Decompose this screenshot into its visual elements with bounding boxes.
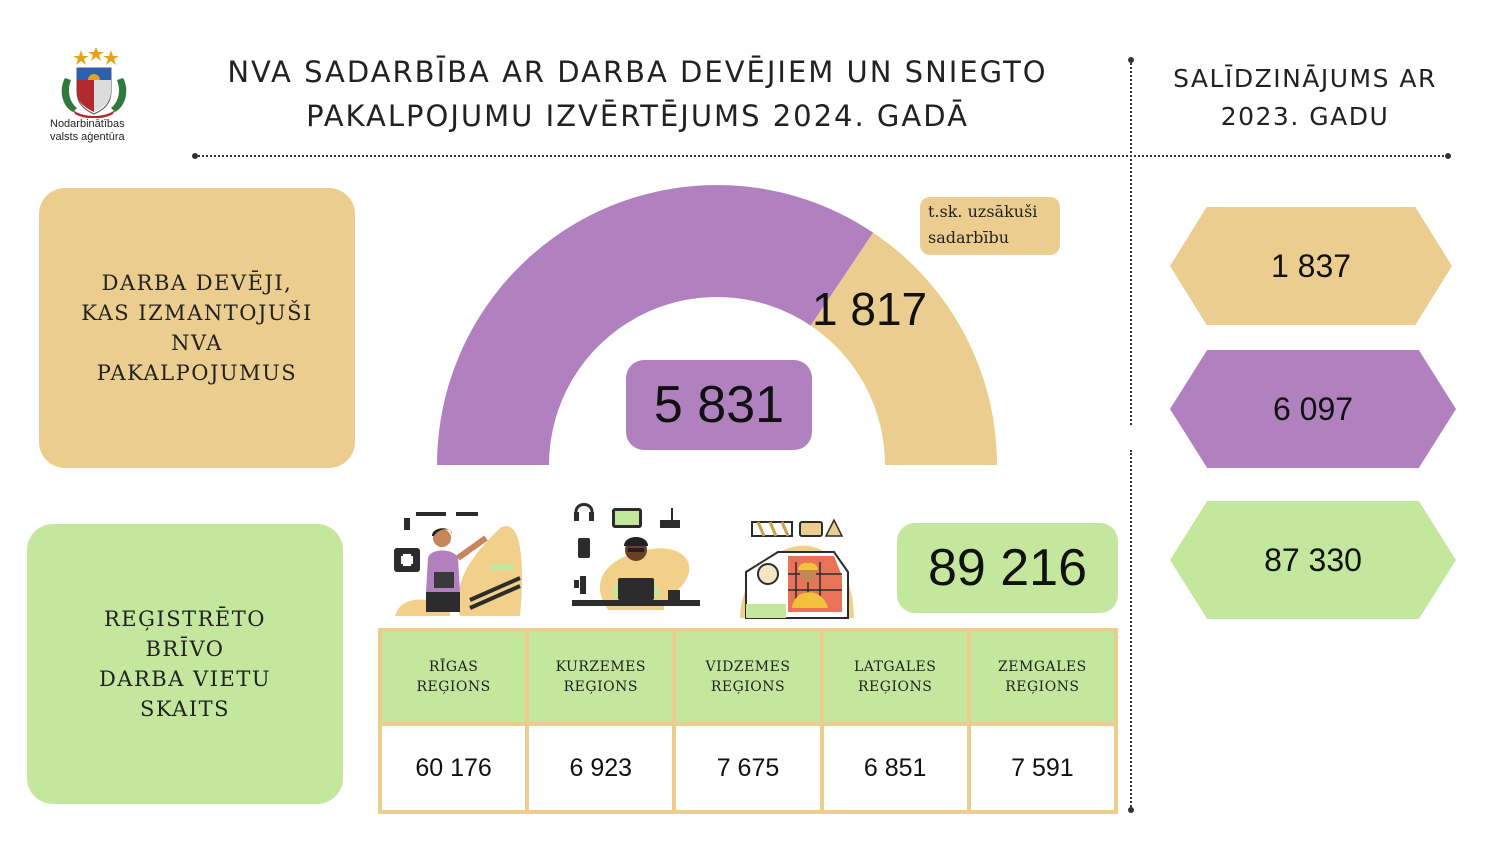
region-header-riga: RĪGAS REĢIONS (382, 632, 526, 722)
region-header-zemgale: ZEMGALES REĢIONS (970, 632, 1114, 722)
horizontal-divider (195, 155, 1448, 157)
employers-label-line: DARBA DEVĒJI, (101, 271, 293, 295)
comparison-title-line1: SALĪDZINĀJUMS AR (1173, 64, 1437, 93)
page-title: NVA SADARBĪBA AR DARBA DEVĒJIEM UN SNIEG… (165, 50, 1110, 138)
region-value-vidzeme: 7 675 (676, 726, 820, 810)
regions-value-row: 60 176 6 923 7 675 6 851 7 591 (382, 726, 1114, 810)
started-note-line1: t.sk. uzsākuši (928, 202, 1038, 221)
construction-worker-illustration (740, 518, 854, 619)
vacancies-label-line: REĢISTRĒTO (104, 607, 266, 631)
coat-of-arms-icon (61, 48, 127, 118)
vacancies-total-value: 89 216 (897, 523, 1118, 613)
logo-text-line1: Nodarbinātības (50, 118, 125, 130)
office-worker-illustration (572, 503, 700, 610)
divider-dot (1445, 153, 1451, 159)
region-header-latgale: LATGALES REĢIONS (823, 632, 967, 722)
page-title-line1: NVA SADARBĪBA AR DARBA DEVĒJIEM UN SNIEG… (227, 55, 1048, 89)
employers-label-line: KAS IZMANTOJUŠI (81, 301, 313, 325)
healthcare-worker-illustration (394, 512, 522, 616)
region-value-zemgale: 7 591 (970, 726, 1114, 810)
vacancies-label-box: REĢISTRĒTO BRĪVO DARBA VIETU SKAITS (27, 524, 343, 804)
region-header-kurzeme: KURZEMES REĢIONS (529, 632, 673, 722)
divider-dot (1128, 57, 1134, 63)
comparison-title-line2: 2023. GADU (1220, 102, 1390, 131)
started-note-line2: sadarbību (928, 228, 1010, 247)
region-header-vidzeme: VIDZEMES REĢIONS (676, 632, 820, 722)
started-cooperation-note: t.sk. uzsākuši sadarbību (920, 197, 1060, 255)
region-value-latgale: 6 851 (823, 726, 967, 810)
logo: Nodarbinātības valsts aģentūra (48, 48, 140, 144)
region-value-riga: 60 176 (382, 726, 526, 810)
regions-table: RĪGAS REĢIONS KURZEMES REĢIONS VIDZEMES REĢ… (378, 628, 1118, 814)
employers-total-value: 5 831 (626, 360, 812, 450)
vacancies-label-line: BRĪVO (145, 637, 225, 661)
employers-label-line: NVA (171, 331, 223, 355)
employers-gauge-chart (437, 184, 997, 466)
page-title-line2: PAKALPOJUMU IZVĒRTĒJUMS 2024. GADĀ (306, 99, 969, 133)
logo-text-line2: valsts aģentūra (50, 131, 125, 143)
comparison-2023-vacancies: 87 330 (1170, 501, 1456, 619)
comparison-2023-started: 1 837 (1170, 207, 1452, 325)
vertical-divider-top (1130, 60, 1132, 425)
gauge-segment-started (810, 232, 997, 465)
employers-label-box: DARBA DEVĒJI, KAS IZMANTOJUŠI NVA PAKALP… (39, 188, 355, 468)
vertical-divider-bottom (1130, 450, 1132, 810)
gauge-segment-other (437, 184, 874, 466)
region-value-kurzeme: 6 923 (529, 726, 673, 810)
comparison-2023-employers: 6 097 (1170, 350, 1456, 468)
comparison-title: SALĪDZINĀJUMS AR 2023. GADU (1140, 60, 1470, 136)
employers-label-line: PAKALPOJUMUS (96, 361, 298, 385)
regions-header-row: RĪGAS REĢIONS KURZEMES REĢIONS VIDZEMES REĢ… (382, 632, 1114, 722)
divider-dot (1128, 807, 1134, 813)
vacancies-label-line: SKAITS (139, 697, 231, 721)
divider-dot (192, 153, 198, 159)
vacancies-label-line: DARBA VIETU (98, 667, 272, 691)
started-cooperation-value: 1 817 (812, 283, 928, 335)
